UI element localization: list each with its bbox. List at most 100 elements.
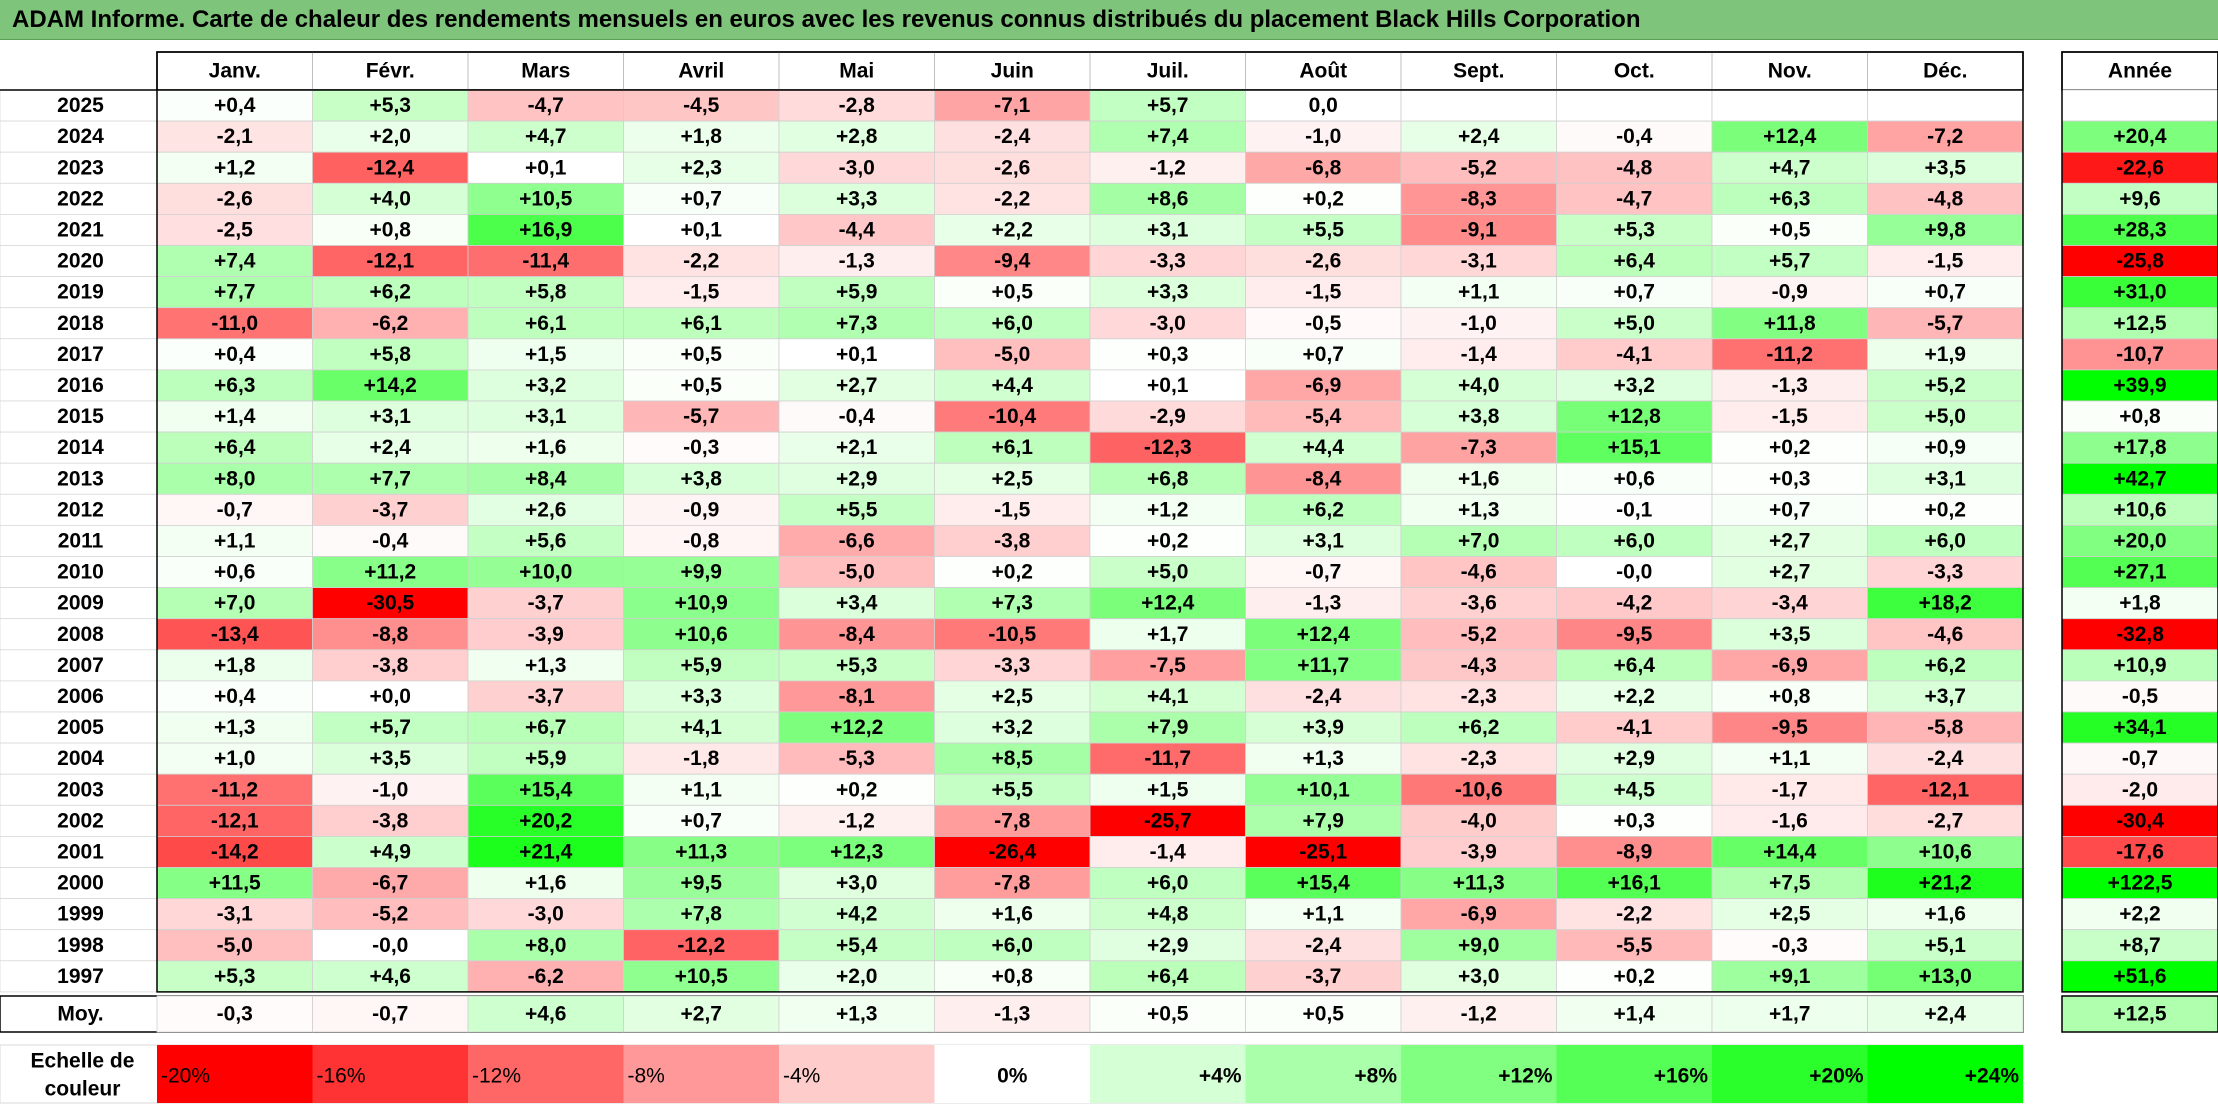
heatmap-cell xyxy=(467,462,624,495)
heatmap-cell xyxy=(1245,462,1402,495)
year-label: 2010 xyxy=(57,561,104,584)
cell-value: +3,7 xyxy=(1925,685,1966,708)
heatmap-cell xyxy=(1400,338,1557,371)
annual-value: +8,7 xyxy=(2119,934,2160,957)
year-label: 2020 xyxy=(57,250,104,273)
cell-value: -2,2 xyxy=(994,187,1030,210)
year-cell xyxy=(0,182,158,215)
heatmap-cell xyxy=(1400,587,1557,620)
cell-value: +3,5 xyxy=(1925,156,1967,179)
cell-value: -2,7 xyxy=(1927,809,1963,832)
annual-cell xyxy=(2061,89,2218,122)
cell-value: +5,9 xyxy=(836,281,877,304)
heatmap-cell xyxy=(1556,587,1713,620)
annual-value: -17,6 xyxy=(2116,840,2164,863)
heatmap-cell xyxy=(1556,556,1713,589)
cell-value: +5,3 xyxy=(1614,218,1655,241)
average-cell xyxy=(934,995,1091,1033)
cell-value: +18,2 xyxy=(1919,592,1972,615)
heatmap-cell xyxy=(1867,151,2024,184)
heatmap-cell xyxy=(623,960,780,993)
cell-value: +16,1 xyxy=(1608,872,1661,895)
cell-value: +10,6 xyxy=(675,623,728,646)
annual-cell xyxy=(2061,276,2218,309)
cell-value: +3,1 xyxy=(1147,218,1189,241)
cell-value: +0,5 xyxy=(1769,218,1811,241)
cell-value: -4,6 xyxy=(1461,561,1497,584)
cell-value: -2,4 xyxy=(1305,934,1342,957)
cell-value: -0,0 xyxy=(372,934,408,957)
cell-value: -3,9 xyxy=(1461,840,1497,863)
heatmap-cell xyxy=(467,742,624,775)
heatmap-cell xyxy=(467,525,624,557)
cell-value: +2,3 xyxy=(681,156,722,179)
cell-value: -4,5 xyxy=(683,94,720,117)
heatmap-cell xyxy=(623,307,780,340)
cell-value: +1,2 xyxy=(214,156,255,179)
cell-value: -2,8 xyxy=(839,94,876,117)
color-scale-label-line1: Echelle de xyxy=(31,1050,135,1073)
annual-cell xyxy=(2061,711,2218,744)
heatmap-cell xyxy=(1556,245,1713,278)
cell-value: -25,1 xyxy=(1299,840,1347,863)
heatmap-cell xyxy=(1556,649,1713,682)
cell-value: +7,8 xyxy=(681,903,723,926)
heatmap-cell xyxy=(1245,804,1402,837)
cell-value: +9,1 xyxy=(1769,965,1811,988)
heatmap-cell xyxy=(1400,245,1557,278)
cell-value: +6,3 xyxy=(214,374,255,397)
cell-value: -5,4 xyxy=(1305,405,1342,428)
heatmap-cell xyxy=(1556,462,1713,495)
cell-value: -5,5 xyxy=(1616,934,1653,957)
heatmap-cell xyxy=(1089,867,1246,900)
heatmap-cell xyxy=(1089,556,1246,589)
heatmap-cell xyxy=(1867,120,2024,153)
cell-value: -0,9 xyxy=(1772,281,1808,304)
cell-value: +1,8 xyxy=(681,125,723,148)
cell-value: +0,2 xyxy=(1769,436,1810,459)
annual-border xyxy=(2061,51,2218,993)
heatmap-cell xyxy=(467,929,624,962)
color-scale-swatch xyxy=(1090,1045,1246,1103)
heatmap-cell xyxy=(312,804,469,837)
year-label: 2024 xyxy=(57,125,104,148)
cell-value: -2,6 xyxy=(217,187,253,210)
cell-value: -4,6 xyxy=(1927,623,1963,646)
heatmap-cell xyxy=(312,711,469,744)
heatmap-cell xyxy=(156,276,313,309)
cell-value: -2,4 xyxy=(1927,747,1964,770)
cell-value: -12,4 xyxy=(366,156,414,179)
cell-value: +0,5 xyxy=(681,343,723,366)
year-label: 2021 xyxy=(57,218,104,241)
cell-value: +4,0 xyxy=(370,187,411,210)
cell-value: +21,4 xyxy=(519,840,572,863)
cell-value: -2,4 xyxy=(1305,685,1342,708)
cell-value: +6,4 xyxy=(1614,654,1656,677)
heatmap-cell xyxy=(1245,867,1402,900)
average-cell xyxy=(778,995,935,1033)
heatmap-cell xyxy=(623,276,780,309)
heatmap-cell xyxy=(1556,742,1713,775)
heatmap-cell xyxy=(467,182,624,215)
year-label: 2016 xyxy=(57,374,104,397)
cell-value: -26,4 xyxy=(988,840,1036,863)
cell-value: -3,6 xyxy=(1461,592,1497,615)
average-value: -1,3 xyxy=(994,1003,1030,1026)
cell-value: +15,4 xyxy=(1297,872,1350,895)
heatmap-cell xyxy=(1556,182,1713,215)
color-scale-stop-label: +24% xyxy=(1965,1065,2020,1088)
year-cell xyxy=(0,307,158,340)
heatmap-cell xyxy=(1867,836,2024,868)
heatmap-cell xyxy=(934,618,1091,651)
heatmap-cell xyxy=(156,929,313,962)
heatmap-cell xyxy=(1245,711,1402,744)
chart-title: ADAM Informe. Carte de chaleur des rende… xyxy=(0,0,2218,40)
heatmap-cell xyxy=(1556,338,1713,371)
month-header-label: Oct. xyxy=(1614,60,1655,83)
cell-value: -6,7 xyxy=(372,872,408,895)
cell-value: +7,3 xyxy=(836,312,877,335)
cell-value: +11,3 xyxy=(675,840,727,863)
heatmap-cell xyxy=(778,804,935,837)
color-scale-stop-label: +20% xyxy=(1809,1065,1864,1088)
cell-value: +5,5 xyxy=(992,778,1034,801)
